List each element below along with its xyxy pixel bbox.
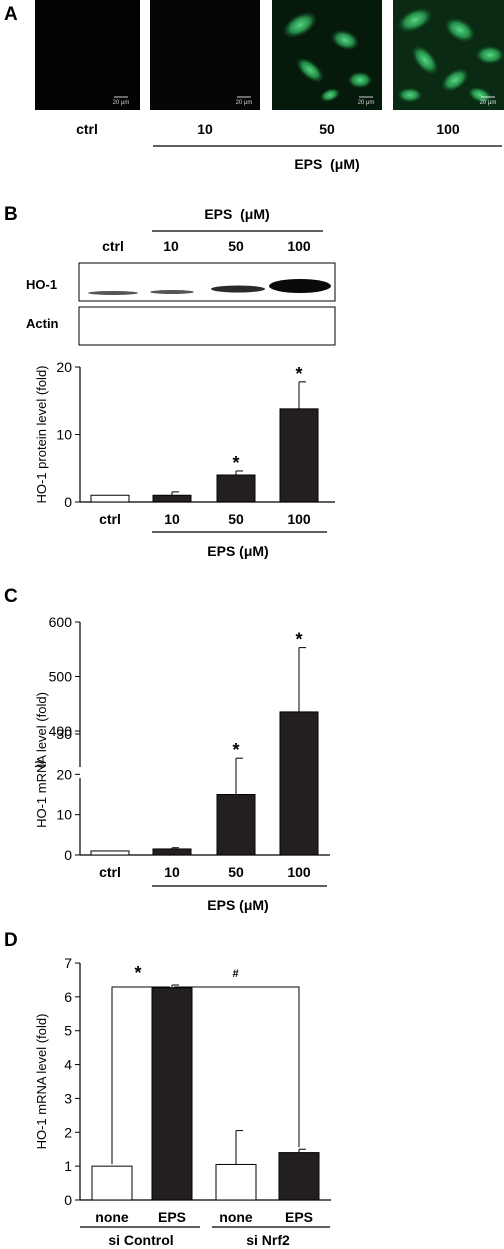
bar [90,494,130,503]
blot-label-ctrl: ctrl [102,238,124,254]
band-50 [211,285,265,293]
x-tick-label: ctrl [99,511,121,527]
chart-d: 0 1 2 3 4 5 6 7 HO-1 mRNA level (fold) none EPS non… [34,955,331,1248]
x-tick-label: 10 [164,864,180,880]
y-tick-label: 400 [49,723,73,739]
bracket-star-label: * [134,963,141,983]
panel-d-letter: D [4,930,18,951]
band-ctrl [88,291,138,295]
y-tick-label: 10 [56,807,72,823]
significance-mark: * [232,740,239,760]
chart-b: 0 10 20 HO-1 protein level (fold) ctrl 10 50 * 1… [34,359,335,559]
x-tick-label: 100 [287,864,311,880]
band-10 [150,290,194,294]
blot-row-label-ho1: HO-1 [26,277,57,292]
group-label: EPS (μM) [207,543,268,559]
panel-a-letter: A [4,4,18,25]
group-label: EPS (μM) [207,897,268,913]
bar [152,848,192,856]
y-tick-label: 0 [64,847,72,863]
x-tick-label: 100 [287,511,311,527]
panel-a-label-ctrl: ctrl [76,121,98,137]
significance-mark: * [295,630,302,650]
bracket-hash [174,986,300,1148]
y-tick-label: 1 [64,1158,72,1174]
y-axis-label: HO-1 mRNA level (fold) [34,692,49,828]
micrograph-100: 20 μm [393,0,504,110]
y-tick-label: 0 [64,1192,72,1208]
y-tick-label: 2 [64,1124,72,1140]
group-label-si-nrf2: si Nrf2 [246,1232,290,1248]
x-tick-label: 10 [164,511,180,527]
panel-a-group-label: EPS (μM) [294,156,359,172]
x-tick-label: none [219,1209,253,1225]
panel-a-label-10: 10 [197,121,213,137]
bar [279,408,319,503]
y-tick-label: 0 [64,494,72,510]
bar [151,987,193,1201]
x-tick-label: none [95,1209,129,1225]
scale-bar-label: 20 μm [113,100,130,106]
panel-b-letter: B [4,204,18,225]
y-tick-label: 20 [56,359,72,375]
bracket-star [111,986,170,1165]
scale-bar-label: 20 μm [358,100,375,106]
panel-a-label-100: 100 [436,121,460,137]
panel-a-label-50: 50 [319,121,335,137]
bar [279,711,319,856]
blot-row-label-actin: Actin [26,316,59,331]
y-tick-label: 10 [56,427,72,443]
micrograph-10: 20 μm [150,0,260,110]
blot-actin-frame [78,306,336,346]
scale-bar-label: 20 μm [480,100,497,106]
x-tick-label: 50 [228,511,244,527]
blot-ho1-bands [88,279,331,295]
micrograph-ctrl: 20 μm [35,0,140,110]
y-tick-label: 20 [56,766,72,782]
y-axis-label: HO-1 mRNA level (fold) [34,1014,49,1150]
x-tick-label: ctrl [99,864,121,880]
significance-mark: * [232,453,239,473]
bar [216,474,256,503]
y-tick-label: 500 [49,669,73,685]
significance-mark: * [295,364,302,384]
bar [90,850,130,856]
blot-label-50: 50 [228,238,244,254]
scale-bar-label: 20 μm [236,100,253,106]
axis-break-mark: ≈ [35,754,46,776]
x-tick-label: EPS [285,1209,313,1225]
blot-label-10: 10 [163,238,179,254]
bar [278,1152,320,1201]
y-tick-label: 5 [64,1023,72,1039]
micrograph-50: 20 μm [272,0,382,110]
y-tick-label: 30 [56,726,72,742]
y-tick-label: 6 [64,989,72,1005]
panel-c-letter: C [4,586,18,607]
bar [91,1165,133,1201]
y-axis-label: HO-1 protein level (fold) [34,366,49,504]
bar [216,794,256,856]
x-tick-label: 50 [228,864,244,880]
y-tick-label: 7 [64,955,72,971]
bracket-hash-label: # [232,968,238,980]
bar [152,494,192,503]
y-tick-label: 4 [64,1057,72,1073]
y-tick-label: 600 [49,614,73,630]
blot-label-100: 100 [287,238,311,254]
x-tick-label: EPS [158,1209,186,1225]
band-100 [269,279,331,293]
bar [215,1163,257,1201]
y-tick-label: 3 [64,1090,72,1106]
group-label-si-control: si Control [108,1232,173,1248]
blot-group-label: EPS (μM) [204,206,269,222]
